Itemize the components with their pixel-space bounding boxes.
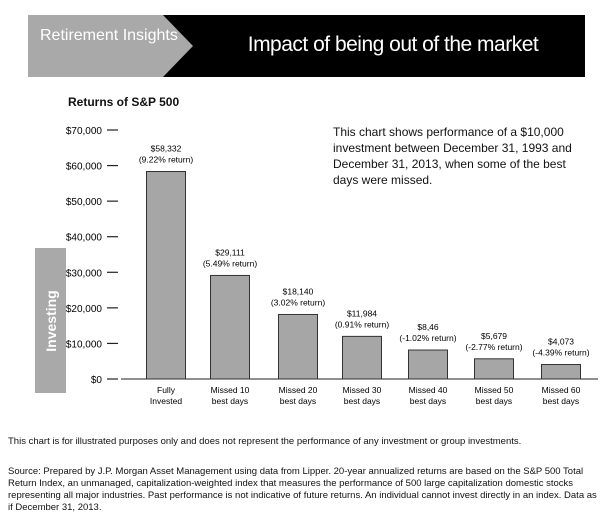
y-tick-label: $20,000 — [66, 304, 103, 315]
side-label-box: Investing — [35, 248, 66, 393]
data-label: (9.22% return) — [139, 155, 193, 165]
chart-title: Returns of S&P 500 — [68, 95, 180, 109]
data-label: (0.91% return) — [335, 319, 389, 329]
y-tick-label: $50,000 — [66, 197, 103, 208]
bar-chart: $0 $10,000 $20,000 $30,000 $40,000 $50,000 $60… — [66, 126, 598, 406]
data-label: $11,984 — [347, 308, 377, 318]
bar — [408, 349, 448, 380]
x-tick-label: Missed 40 — [409, 385, 448, 395]
bar — [342, 335, 382, 380]
bar — [146, 171, 186, 380]
brand-chevron — [28, 15, 193, 77]
x-tick-label: best days — [543, 396, 579, 406]
x-tick-label: best days — [344, 396, 380, 406]
data-label: (-4.39% return) — [532, 348, 589, 358]
data-label: $5,679 — [481, 331, 507, 341]
y-tick-label: $0 — [91, 375, 103, 386]
data-label: $58,332 — [151, 144, 182, 154]
x-tick-label: Fully — [157, 385, 176, 395]
data-label: $4,073 — [548, 337, 574, 347]
source-note: Source: Prepared by J.P. Morgan Asset Ma… — [8, 466, 597, 513]
header-banner: Retirement Insights Impact of being out … — [28, 15, 585, 77]
bar — [541, 364, 581, 380]
x-tick-label: Invested — [150, 396, 182, 406]
data-label: (5.49% return) — [203, 258, 257, 268]
y-tick-label: $60,000 — [66, 162, 103, 173]
bar — [278, 313, 318, 380]
x-tick-label: Missed 50 — [475, 385, 514, 395]
chart-note: This chart shows performance of a $10,00… — [333, 125, 572, 187]
x-tick-label: best days — [410, 396, 446, 406]
y-tick-label: $70,000 — [66, 126, 103, 137]
y-tick-label: $40,000 — [66, 233, 103, 244]
x-tick-label: Missed 10 — [211, 385, 250, 395]
data-label: (-1.02% return) — [399, 333, 456, 343]
data-label: $18,140 — [283, 286, 314, 296]
bar — [474, 358, 514, 380]
page-title: Impact of being out of the market — [247, 33, 539, 56]
x-tick-label: Missed 30 — [343, 385, 382, 395]
data-label: $29,111 — [215, 247, 245, 257]
x-tick-label: Missed 20 — [279, 385, 318, 395]
data-label: (3.02% return) — [271, 297, 325, 307]
x-tick-label: best days — [476, 396, 512, 406]
data-label: (-2.77% return) — [465, 342, 522, 352]
x-tick-label: Missed 60 — [542, 385, 581, 395]
brand-label: Retirement Insights — [40, 27, 178, 44]
y-tick-label: $10,000 — [66, 339, 103, 350]
x-tick-label: best days — [212, 396, 248, 406]
y-tick-label: $30,000 — [66, 268, 103, 279]
data-label: $8,46 — [417, 322, 439, 332]
disclaimer: This chart is for illustrated purposes o… — [8, 436, 522, 447]
x-tick-label: best days — [280, 396, 316, 406]
bar — [210, 274, 250, 380]
